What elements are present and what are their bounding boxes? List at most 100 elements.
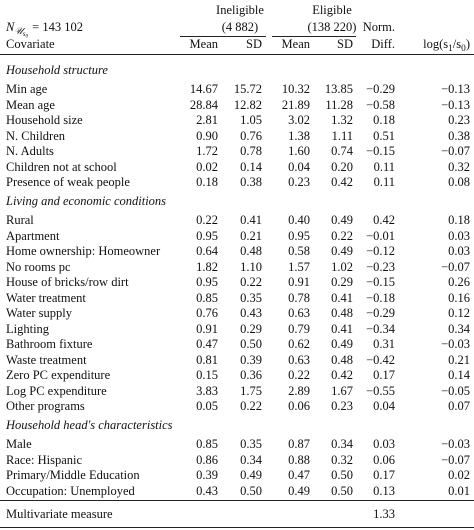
row-label: Multivariate measure [6,507,113,521]
cell-value: 0.42 [331,175,353,189]
cell-value: 1.72 [196,144,218,158]
row-label: Bathroom fixture [6,337,93,351]
cell-value: 0.26 [448,275,470,289]
cell-value: −0.15 [366,275,395,289]
n-subsub: s0 [22,29,29,40]
cell-value: 0.17 [373,368,395,382]
cell-value: 0.32 [448,159,470,174]
cell-value: 1.11 [331,128,353,143]
cell-value: 0.23 [448,113,470,127]
cell-value: 0.95 [196,228,218,243]
cell-value: −0.58 [366,97,395,112]
row-label: Presence of weak people [6,175,130,189]
cell-value: 12.82 [233,97,262,112]
row-label: Min age [6,82,48,96]
cell-value: 3.02 [288,113,310,127]
cell-value: 10.32 [281,82,310,96]
row-label: Children not at school [6,159,117,174]
cell-value: 0.85 [196,290,218,305]
cell-value: 1.57 [288,259,310,274]
cell-value: 2.89 [288,383,310,398]
cell-value: 0.22 [240,275,262,289]
cell-value: 1.33 [373,507,395,521]
cell-value: 0.02 [196,159,218,174]
cell-value: 0.18 [373,113,395,127]
section-title: Household structure [6,63,108,77]
cell-value: −0.07 [441,452,470,467]
cell-value: 0.50 [331,483,353,498]
row-label: Water supply [6,306,72,320]
cell-value: 0.42 [331,368,353,382]
cell-value: 0.18 [448,213,470,227]
cell-value: 0.76 [196,306,218,320]
cell-value: 0.03 [448,244,470,258]
cell-value: 0.63 [288,352,310,367]
cell-value: 0.85 [196,437,218,451]
cell-value: 0.36 [240,368,262,382]
column-header: SD [337,37,353,51]
cell-value: 0.17 [373,468,395,482]
log-a: log(s [423,37,449,51]
cell-value: 0.90 [196,128,218,143]
cell-value: 1.32 [331,113,353,127]
cell-value: 0.31 [373,337,395,351]
cell-value: 0.62 [288,337,310,351]
cell-value: −0.29 [366,306,395,320]
cell-value: 0.18 [196,175,218,189]
cell-value: 0.38 [448,128,470,143]
cell-value: 0.11 [373,159,395,174]
cell-value: −0.23 [366,259,395,274]
cell-value: 0.58 [288,244,310,258]
log-b: 1 [448,43,453,54]
cell-value: −0.01 [366,228,395,243]
cell-value: −0.03 [441,437,470,451]
cell-value: 0.23 [288,175,310,189]
cell-value: 0.48 [331,352,353,367]
cell-value: 0.43 [240,306,262,320]
cell-value: 2.81 [196,113,218,127]
cell-value: 0.32 [331,452,353,467]
cell-value: 0.95 [288,228,310,243]
cell-value: 0.49 [331,244,353,258]
column-header: log(s1/s0) [423,36,470,54]
cell-value: 0.22 [240,399,262,413]
n-value: = 143 102 [32,20,83,34]
cell-value: 0.76 [240,128,262,143]
row-label: Apartment [6,228,60,243]
cell-value: 0.21 [448,352,470,367]
group-label: Eligible [312,3,352,17]
cell-value: 0.23 [331,399,353,413]
cell-value: 0.43 [196,483,218,498]
cell-value: 1.75 [240,383,262,398]
cell-value: 0.34 [331,437,353,451]
cell-value: 0.20 [331,159,353,174]
cell-value: −0.13 [441,82,470,96]
cell-value: 21.89 [281,97,310,112]
cell-value: −0.15 [366,144,395,158]
cell-value: 13.85 [324,82,353,96]
cell-value: −0.42 [366,352,395,367]
cell-value: 0.87 [288,437,310,451]
cell-value: 0.50 [240,337,262,351]
cell-value: −0.18 [366,290,395,305]
cell-value: 0.13 [373,483,395,498]
cell-value: 0.03 [373,437,395,451]
cell-value: 0.03 [448,228,470,243]
cell-value: 0.22 [196,213,218,227]
cell-value: 0.95 [196,275,218,289]
cell-value: 0.48 [240,244,262,258]
column-header: Covariate [6,37,55,51]
cell-value: 0.41 [331,321,353,336]
cell-value: −0.05 [441,383,470,398]
cell-value: 0.29 [331,275,353,289]
cell-value: −0.07 [441,144,470,158]
cell-value: 11.28 [325,97,353,112]
row-label: Race: Hispanic [6,452,83,467]
cell-value: 0.35 [240,437,262,451]
cell-value: 0.39 [240,352,262,367]
cell-value: 1.10 [240,259,262,274]
row-label: Occupation: Unemployed [6,483,135,498]
cell-value: 0.91 [196,321,218,336]
cell-value: 0.50 [331,468,353,482]
